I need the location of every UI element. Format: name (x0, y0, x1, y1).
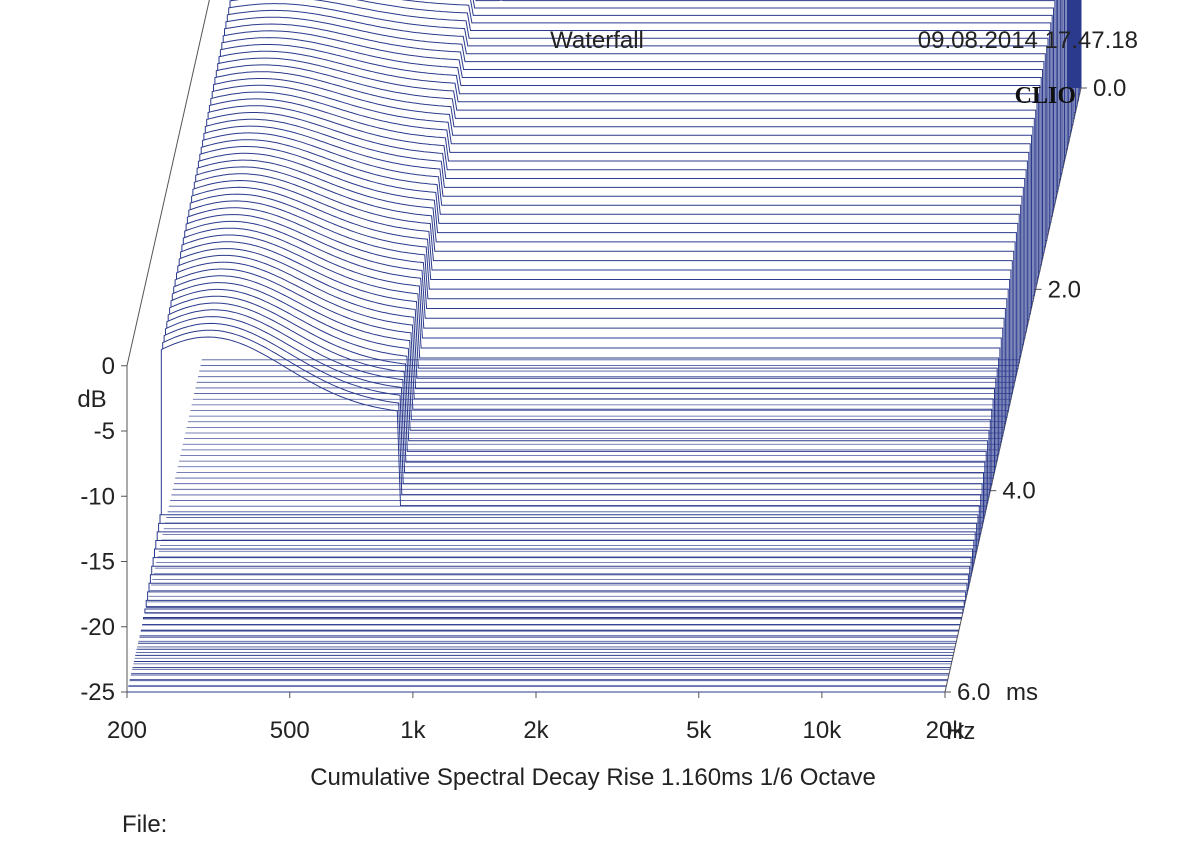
x-axis-unit: Hz (946, 718, 975, 745)
x-tick-label: 500 (270, 717, 310, 744)
x-tick-label: 10k (803, 717, 843, 744)
chart-subtitle: Cumulative Spectral Decay Rise 1.160ms 1… (310, 764, 876, 791)
x-tick-label: 5k (686, 717, 712, 744)
z-axis-line (944, 87, 1082, 693)
floor-lines (127, 359, 1020, 693)
y-tick-label: -15 (80, 549, 115, 576)
y-tick-label: 0 (102, 353, 115, 380)
z-tick-label: 4.0 (1002, 478, 1035, 505)
y-axis-label: dB (77, 386, 106, 413)
z-tick-label: 2.0 (1048, 276, 1081, 303)
decay-slice (160, 336, 980, 540)
y-tick-label: -20 (80, 614, 115, 641)
brand-logo: CLIO (1015, 83, 1076, 109)
z-tick-label: 6.0 (957, 679, 990, 706)
y-tick-label: -25 (80, 679, 115, 706)
hf-wall (1067, 0, 1081, 88)
y-tick-label: -5 (94, 418, 115, 445)
decay-slice (145, 599, 965, 608)
back-frame-top (126, 0, 210, 366)
decay-slice (144, 608, 964, 614)
z-axis-unit: ms (1006, 679, 1038, 706)
file-label: File: (122, 811, 167, 838)
decay-slices (127, 0, 1082, 693)
chart-title: Waterfall (550, 27, 644, 54)
x-tick-label: 2k (523, 717, 549, 744)
z-tick-label: 0.0 (1093, 75, 1126, 102)
y-tick-label: -10 (80, 483, 115, 510)
timestamp: 09.08.2014 17.47.18 (918, 27, 1138, 54)
x-tick-label: 200 (107, 717, 147, 744)
x-tick-label: 20k (926, 717, 966, 744)
x-tick-label: 1k (400, 717, 426, 744)
axis-ticks: 0 -5 -10 -15 -20 -25 200 500 1k 2k 5k 10k 20k 0.0 2.0 4… (80, 75, 1126, 744)
